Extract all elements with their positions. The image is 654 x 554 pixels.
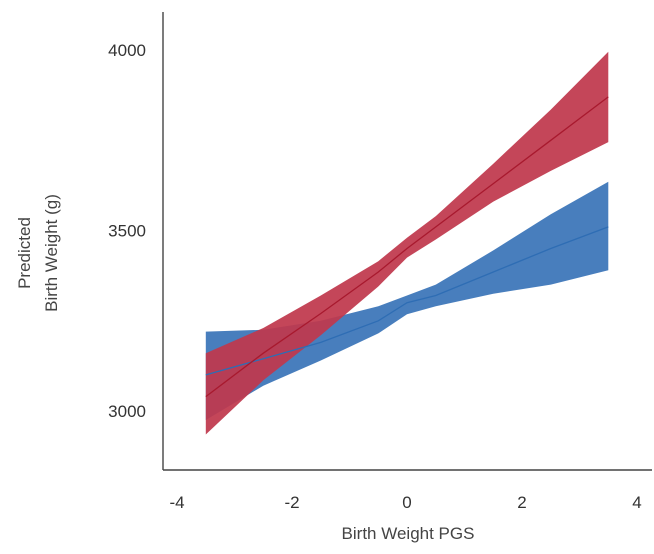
y-axis-title-line-1: Predicted bbox=[15, 217, 34, 289]
y-axis-title-line-2: Birth Weight (g) bbox=[42, 194, 61, 312]
x-tick-label: -4 bbox=[169, 493, 184, 512]
x-tick-label: 4 bbox=[632, 493, 641, 512]
series-1-band bbox=[205, 181, 609, 420]
y-tick-labels: 3000 3500 4000 bbox=[108, 41, 146, 421]
y-tick-label: 4000 bbox=[108, 41, 146, 60]
confidence-bands bbox=[205, 51, 609, 435]
series-2-band bbox=[205, 51, 609, 435]
series-1-line bbox=[205, 226, 609, 376]
y-tick-label: 3000 bbox=[108, 402, 146, 421]
x-tick-label: 2 bbox=[517, 493, 526, 512]
series-2-line bbox=[205, 96, 609, 398]
x-tick-labels: -4 -2 0 2 4 bbox=[169, 493, 641, 512]
y-tick-label: 3500 bbox=[108, 222, 146, 241]
y-axis-title: Predicted Birth Weight (g) bbox=[15, 194, 61, 312]
axes bbox=[162, 12, 652, 471]
series-lines bbox=[205, 96, 609, 398]
x-axis-title: Birth Weight PGS bbox=[342, 524, 475, 543]
x-tick-label: 0 bbox=[402, 493, 411, 512]
x-tick-label: -2 bbox=[284, 493, 299, 512]
